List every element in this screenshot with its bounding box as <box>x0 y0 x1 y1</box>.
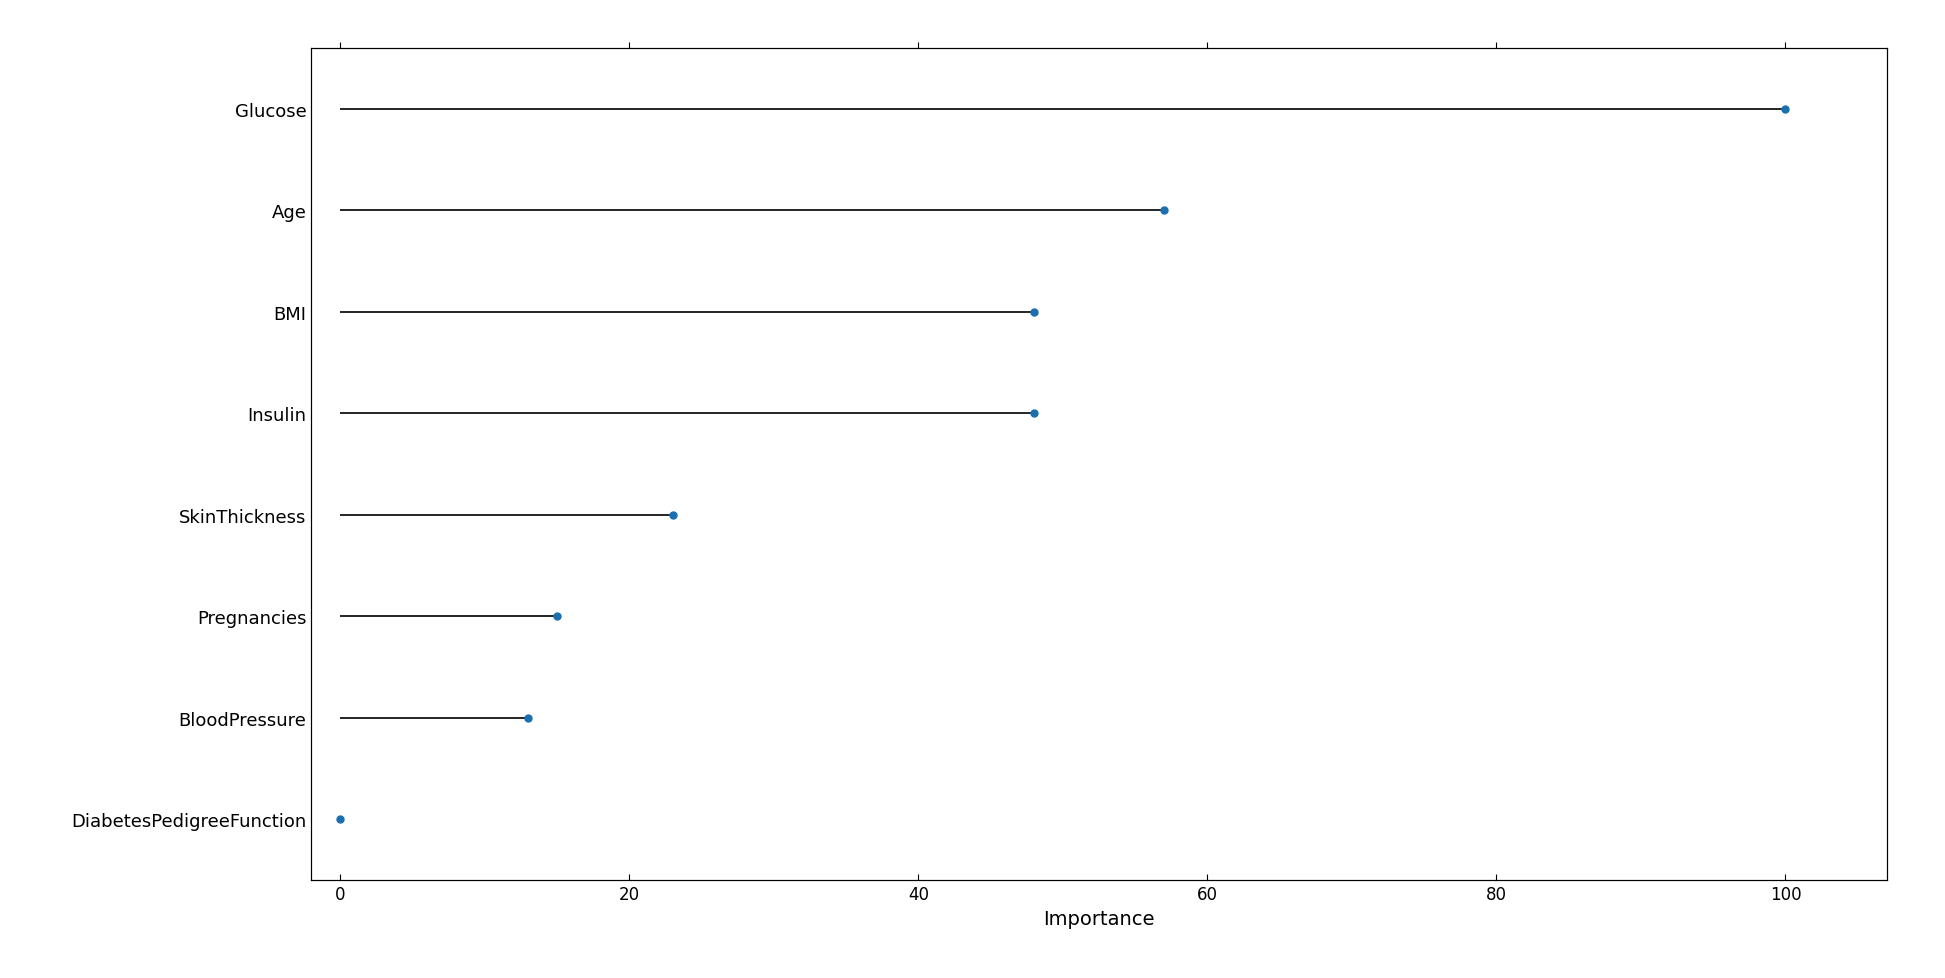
X-axis label: Importance: Importance <box>1043 909 1155 927</box>
